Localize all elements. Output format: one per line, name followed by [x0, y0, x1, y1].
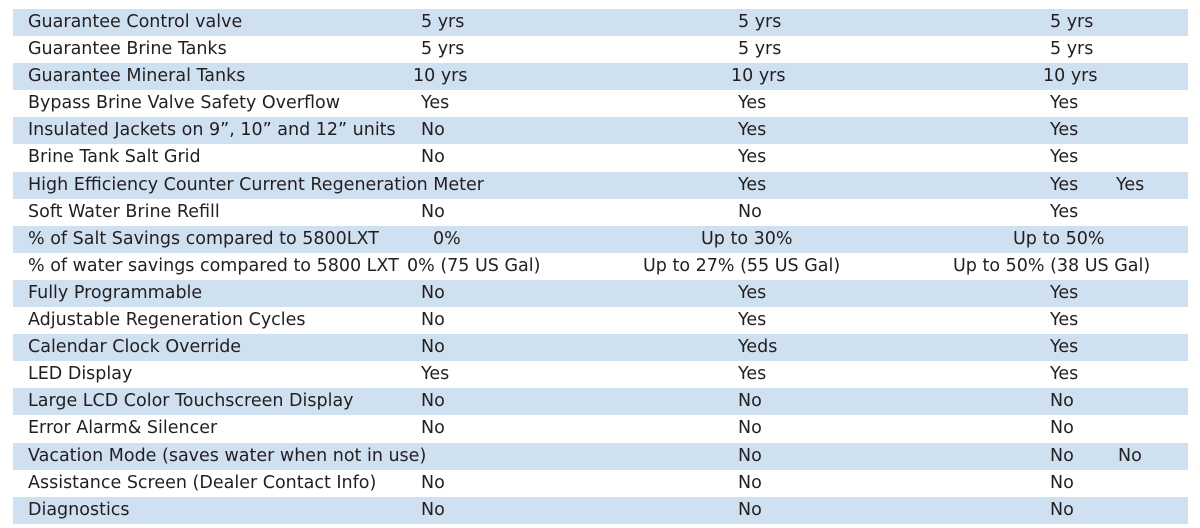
value-cell-2: Yes: [738, 147, 767, 168]
row-label: Assistance Screen (Dealer Contact Info): [28, 472, 377, 493]
row-label: % of Salt Savings compared to 5800LXT: [28, 228, 379, 249]
value-cell-3: No: [1050, 499, 1074, 520]
value-cell-3: Yes: [1050, 282, 1079, 303]
value-cell-1: No: [421, 499, 445, 520]
table-row: Vacation Mode (saves water when not in u…: [13, 442, 1188, 470]
value-cell-1: No: [421, 147, 445, 168]
value-cell-2: Yes: [738, 310, 767, 331]
row-label: Vacation Mode (saves water when not in u…: [28, 445, 427, 466]
table-row: High Efficiency Counter Current Regenera…: [13, 171, 1188, 199]
value-cell-2: 5 yrs: [738, 39, 782, 60]
value-cell-1: No: [421, 337, 445, 358]
value-cell-1: 5 yrs: [421, 12, 465, 32]
value-cell-3: Yes: [1050, 201, 1079, 222]
value-cell-1: No: [421, 472, 445, 493]
row-label: Soft Water Brine Refill: [28, 201, 220, 222]
row-label: Calendar Clock Override: [28, 337, 242, 358]
row-label: Adjustable Regeneration Cycles: [28, 310, 306, 331]
row-label: Guarantee Mineral Tanks: [28, 66, 246, 87]
value-cell-3: No: [1050, 445, 1074, 466]
value-cell-3: 5 yrs: [1050, 39, 1094, 60]
value-cell-1: No: [421, 201, 445, 222]
value-cell-1: No: [421, 418, 445, 439]
value-cell-2: 5 yrs: [738, 12, 782, 32]
value-cell-3: 5 yrs: [1050, 12, 1094, 32]
value-cell-1: No: [421, 310, 445, 331]
table-row: Assistance Screen (Dealer Contact Info) …: [13, 469, 1188, 497]
feature-comparison-table: Guarantee Control valve 5 yrs 5 yrs 5 yr…: [13, 9, 1188, 524]
value-cell-2: Yes: [738, 282, 767, 303]
value-cell-3: No: [1050, 418, 1074, 439]
row-label: Large LCD Color Touchscreen Display: [28, 391, 354, 412]
row-label: Guarantee Control valve: [28, 12, 243, 32]
value-cell-3: No: [1050, 472, 1074, 493]
row-label: % of water savings compared to 5800 LXT: [28, 255, 399, 276]
row-label: Guarantee Brine Tanks: [28, 39, 227, 60]
value-cell-1: 10 yrs: [413, 66, 468, 87]
value-cell-2: Yes: [738, 120, 767, 141]
value-cell-1: 0%: [433, 228, 461, 249]
table-row: Calendar Clock Override No Yeds Yes: [13, 334, 1188, 362]
table-row: Soft Water Brine Refill No No Yes: [13, 198, 1188, 226]
value-cell-2: Yes: [738, 364, 767, 385]
row-label: Fully Programmable: [28, 282, 203, 303]
value-cell-3: Yes: [1050, 364, 1079, 385]
table-row: LED Display Yes Yes Yes: [13, 361, 1188, 389]
row-label: Error Alarm& Silencer: [28, 418, 218, 439]
table-row: % of water savings compared to 5800 LXT …: [13, 252, 1188, 280]
table-row: Brine Tank Salt Grid No Yes Yes: [13, 144, 1188, 172]
value-cell-extra: No: [1118, 445, 1142, 466]
value-cell-2: Yes: [738, 93, 767, 114]
value-cell-1: 0% (75 US Gal): [407, 255, 541, 276]
value-cell-3: Yes: [1050, 310, 1079, 331]
value-cell-extra: Yes: [1116, 174, 1145, 195]
value-cell-3: Yes: [1050, 174, 1079, 195]
value-cell-3: 10 yrs: [1043, 66, 1098, 87]
table-row: Guarantee Brine Tanks 5 yrs 5 yrs 5 yrs: [13, 36, 1188, 64]
row-label: Insulated Jackets on 9”, 10” and 12” uni…: [28, 120, 396, 141]
value-cell-2: No: [738, 418, 762, 439]
value-cell-2: Up to 30%: [701, 228, 793, 249]
table-row: Diagnostics No No No: [13, 496, 1188, 524]
row-label: LED Display: [28, 364, 133, 385]
value-cell-2: Yes: [738, 174, 767, 195]
row-label: Diagnostics: [28, 499, 130, 520]
value-cell-3: Yes: [1050, 120, 1079, 141]
value-cell-1: Yes: [421, 93, 450, 114]
table-row: Fully Programmable No Yes Yes: [13, 279, 1188, 308]
value-cell-2: Yeds: [738, 337, 778, 358]
value-cell-3: Yes: [1050, 147, 1079, 168]
value-cell-3: Yes: [1050, 337, 1079, 358]
value-cell-3: Up to 50%: [1013, 228, 1105, 249]
table-row: Large LCD Color Touchscreen Display No N…: [13, 388, 1188, 416]
value-cell-3: Yes: [1050, 93, 1079, 114]
value-cell-2: Up to 27% (55 US Gal): [643, 255, 841, 276]
row-label: Brine Tank Salt Grid: [28, 147, 201, 168]
value-cell-3: No: [1050, 391, 1074, 412]
table-row: % of Salt Savings compared to 5800LXT 0%…: [13, 225, 1188, 253]
table-row: Adjustable Regeneration Cycles No Yes Ye…: [13, 307, 1188, 335]
table-row: Guarantee Control valve 5 yrs 5 yrs 5 yr…: [13, 9, 1188, 37]
table-row: Insulated Jackets on 9”, 10” and 12” uni…: [13, 117, 1188, 145]
table-row: Error Alarm& Silencer No No No: [13, 415, 1188, 443]
value-cell-1: No: [421, 391, 445, 412]
value-cell-1: 5 yrs: [421, 39, 465, 60]
table-row: Bypass Brine Valve Safety Overflow Yes Y…: [13, 90, 1188, 118]
value-cell-3: Up to 50% (38 US Gal): [953, 255, 1151, 276]
value-cell-1: Yes: [421, 364, 450, 385]
row-label: Bypass Brine Valve Safety Overflow: [28, 93, 341, 114]
value-cell-1: No: [421, 282, 445, 303]
value-cell-1: No: [421, 120, 445, 141]
value-cell-2: No: [738, 499, 762, 520]
value-cell-2: No: [738, 445, 762, 466]
value-cell-2: 10 yrs: [731, 66, 786, 87]
table-row: Guarantee Mineral Tanks 10 yrs 10 yrs 10…: [13, 63, 1188, 91]
row-label: High Efficiency Counter Current Regenera…: [28, 174, 484, 195]
value-cell-2: No: [738, 391, 762, 412]
value-cell-2: No: [738, 201, 762, 222]
value-cell-2: No: [738, 472, 762, 493]
